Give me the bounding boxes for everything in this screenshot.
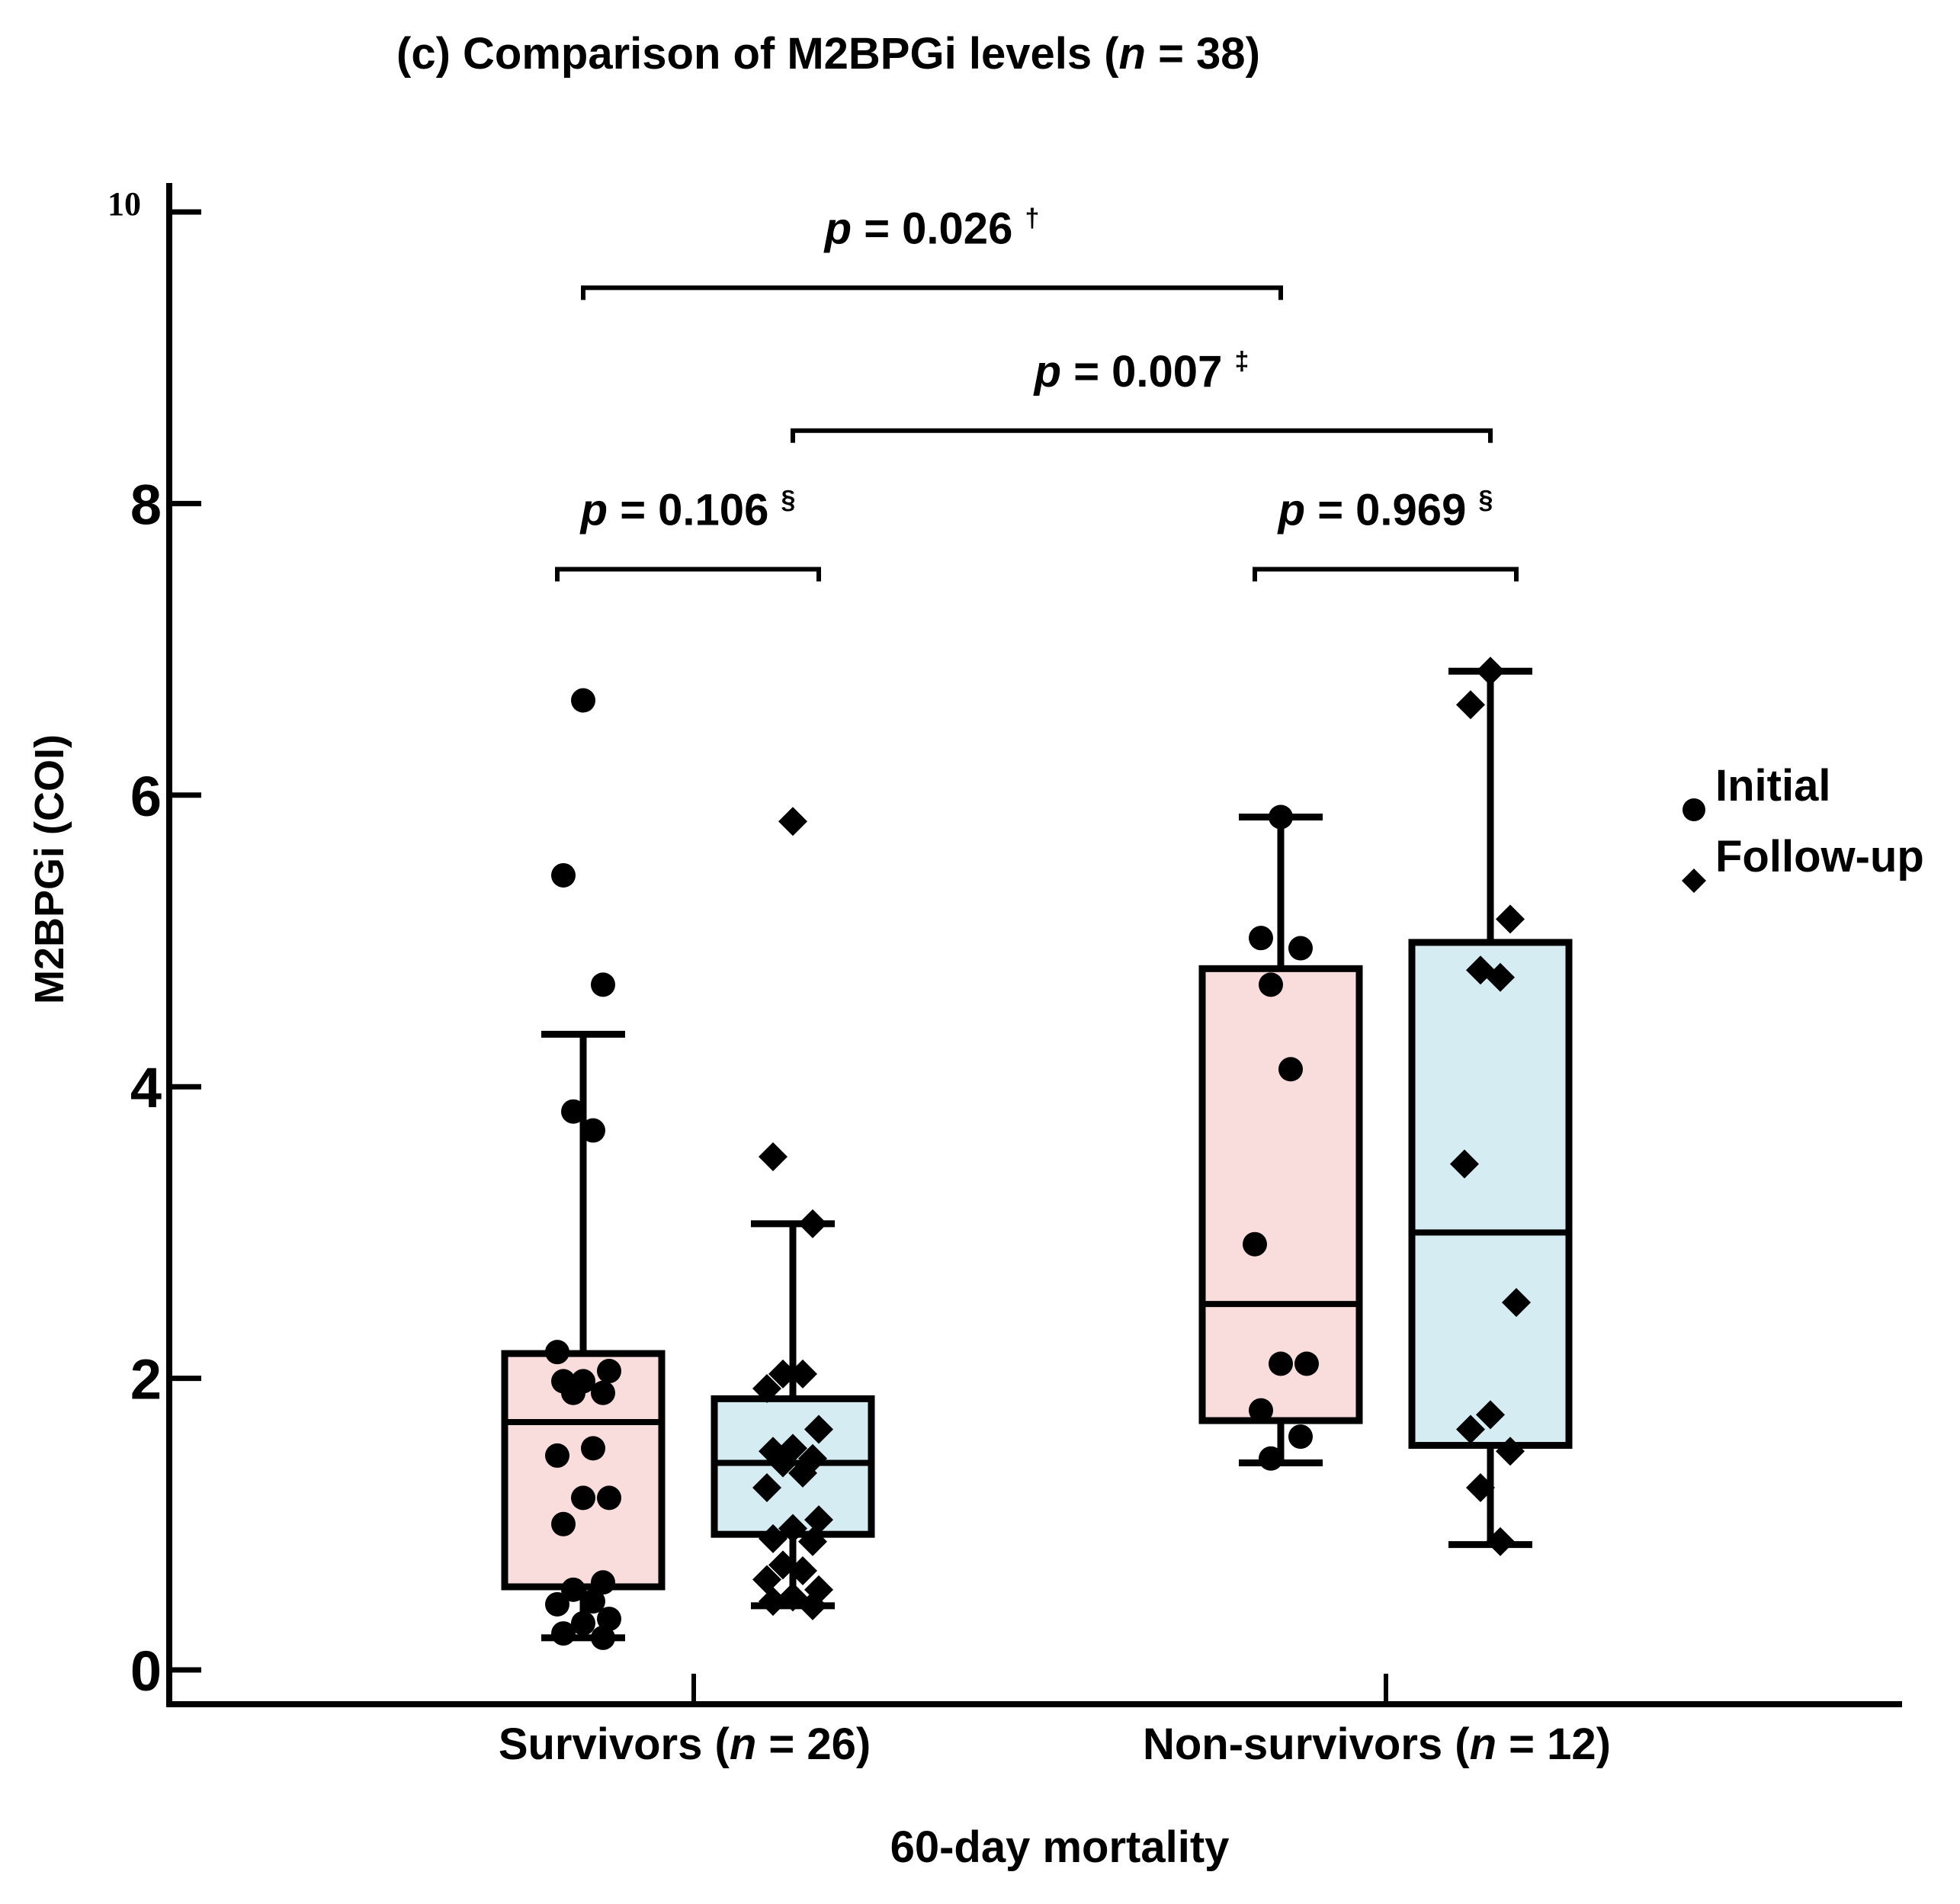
significance-bracket bbox=[1253, 567, 1519, 582]
y-tick-label: 10 bbox=[107, 185, 141, 223]
data-point bbox=[798, 1527, 827, 1556]
data-point bbox=[545, 1340, 569, 1365]
data-point bbox=[768, 1448, 797, 1478]
data-point bbox=[581, 1589, 605, 1614]
box-group-follow-up bbox=[711, 807, 875, 1620]
data-point bbox=[1259, 1446, 1283, 1471]
y-tick-label: 2 bbox=[130, 1348, 162, 1411]
data-point bbox=[561, 1380, 585, 1405]
p-value-label: p = 0.969 § bbox=[1277, 485, 1493, 535]
legend-label: Initial bbox=[1715, 761, 1830, 811]
data-point bbox=[788, 1458, 817, 1488]
data-point bbox=[551, 1511, 576, 1536]
data-point bbox=[591, 1380, 615, 1405]
p-value-label: p = 0.106 § bbox=[579, 485, 796, 535]
data-point bbox=[561, 1577, 585, 1602]
data-point bbox=[1456, 690, 1485, 720]
data-point bbox=[768, 1359, 797, 1389]
p-value-label: p = 0.026 † bbox=[823, 204, 1040, 253]
y-tick-label: 0 bbox=[130, 1639, 162, 1703]
y-tick-label: 4 bbox=[130, 1056, 162, 1119]
x-axis-label: 60-day mortality bbox=[890, 1822, 1230, 1872]
data-point bbox=[551, 1621, 576, 1646]
p-value-label: p = 0.007 ‡ bbox=[1033, 347, 1249, 397]
data-point bbox=[597, 1607, 621, 1632]
box-iqr bbox=[1198, 965, 1363, 1424]
legend-label: Follow-up bbox=[1715, 832, 1924, 881]
data-point bbox=[591, 1570, 615, 1595]
data-point bbox=[1269, 1351, 1293, 1376]
data-point bbox=[1269, 804, 1293, 830]
significance-bracket bbox=[791, 428, 1493, 443]
data-point bbox=[571, 1610, 595, 1636]
data-point bbox=[1496, 1437, 1525, 1466]
data-point bbox=[798, 1591, 827, 1620]
significance-bracket bbox=[555, 567, 821, 582]
x-category-label: Survivors (n = 26) bbox=[499, 1719, 871, 1769]
data-point bbox=[778, 1514, 807, 1543]
plot-area: 0 2 4 6 8 10 Survivors (n = 26) Non-survivors (… bbox=[107, 183, 1924, 1769]
box-iqr bbox=[1408, 939, 1573, 1450]
data-point bbox=[1259, 972, 1283, 997]
data-point bbox=[1249, 1398, 1273, 1423]
box-group-follow-up bbox=[1408, 657, 1573, 1556]
legend-marker-follow-up bbox=[1682, 869, 1706, 893]
data-point bbox=[759, 1141, 788, 1171]
data-point bbox=[1450, 1149, 1479, 1179]
data-point bbox=[1456, 1414, 1485, 1444]
legend-marker-initial bbox=[1683, 798, 1705, 821]
data-point bbox=[571, 688, 595, 713]
data-point bbox=[591, 1625, 615, 1650]
data-point bbox=[1486, 962, 1515, 992]
data-point bbox=[1288, 1424, 1313, 1450]
data-point bbox=[591, 972, 615, 997]
data-point bbox=[1278, 1057, 1303, 1082]
data-point bbox=[1476, 1400, 1505, 1430]
data-point bbox=[1486, 1527, 1515, 1556]
data-point bbox=[561, 1099, 585, 1124]
data-point bbox=[1476, 657, 1505, 686]
data-point bbox=[804, 1505, 833, 1535]
data-point bbox=[551, 862, 576, 888]
data-point bbox=[1243, 1231, 1267, 1257]
data-point bbox=[581, 1118, 605, 1143]
data-point bbox=[798, 1209, 827, 1238]
box-group-initial bbox=[1198, 804, 1363, 1471]
data-point bbox=[759, 1587, 788, 1617]
data-point bbox=[788, 1359, 817, 1389]
data-point bbox=[788, 1556, 817, 1585]
y-axis-label: M2BPGi (COI) bbox=[27, 734, 72, 1004]
data-point bbox=[1502, 1288, 1531, 1318]
data-point bbox=[545, 1591, 569, 1617]
chart-title: (c) Comparison of M2BPGi levels (n = 38) bbox=[396, 29, 1260, 79]
data-point bbox=[1249, 926, 1273, 951]
x-category-label: Non-survivors (n = 12) bbox=[1143, 1719, 1611, 1769]
data-point bbox=[597, 1485, 621, 1511]
data-point bbox=[752, 1565, 781, 1594]
data-point bbox=[804, 1414, 833, 1444]
data-point bbox=[1294, 1351, 1319, 1376]
data-point bbox=[545, 1443, 569, 1468]
legend bbox=[1682, 798, 1706, 893]
data-point bbox=[778, 807, 807, 836]
data-point bbox=[1288, 936, 1313, 961]
significance-bracket bbox=[581, 285, 1283, 300]
y-tick-label: 6 bbox=[130, 765, 162, 828]
data-point bbox=[752, 1373, 781, 1403]
data-point bbox=[1496, 904, 1525, 934]
data-point bbox=[581, 1436, 605, 1461]
data-point bbox=[597, 1359, 621, 1384]
data-point bbox=[752, 1473, 781, 1502]
data-point bbox=[759, 1524, 788, 1553]
box-group-initial bbox=[501, 688, 666, 1650]
data-point bbox=[571, 1485, 595, 1511]
data-point bbox=[1466, 1473, 1495, 1502]
y-tick-label: 8 bbox=[130, 473, 162, 536]
